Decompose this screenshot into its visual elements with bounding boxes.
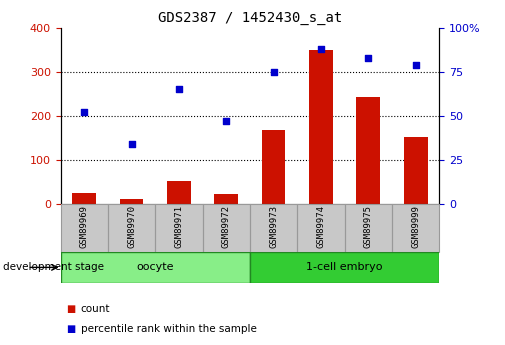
Bar: [61, 252, 250, 283]
Bar: [108, 204, 156, 252]
Text: 1-cell embryo: 1-cell embryo: [307, 263, 383, 272]
Text: GSM89972: GSM89972: [222, 205, 231, 248]
Text: ■: ■: [66, 304, 75, 314]
Bar: [345, 204, 392, 252]
Bar: [203, 204, 250, 252]
Text: GSM89969: GSM89969: [80, 205, 89, 248]
Bar: [404, 137, 428, 204]
Text: GSM89971: GSM89971: [174, 205, 183, 248]
Bar: [72, 193, 96, 204]
Text: GSM89975: GSM89975: [364, 205, 373, 248]
Point: [175, 86, 183, 92]
Text: count: count: [81, 304, 110, 314]
Point: [222, 118, 230, 124]
Bar: [357, 97, 380, 204]
Bar: [215, 194, 238, 204]
Bar: [167, 181, 191, 204]
Bar: [120, 199, 143, 204]
Bar: [250, 252, 439, 283]
Point: [128, 141, 136, 147]
Text: GSM89973: GSM89973: [269, 205, 278, 248]
Point: [412, 62, 420, 67]
Text: percentile rank within the sample: percentile rank within the sample: [81, 325, 257, 334]
Text: ■: ■: [66, 325, 75, 334]
Point: [317, 46, 325, 51]
Point: [270, 69, 278, 75]
Title: GDS2387 / 1452430_s_at: GDS2387 / 1452430_s_at: [158, 11, 342, 25]
Text: GSM89974: GSM89974: [317, 205, 326, 248]
Bar: [156, 204, 203, 252]
Bar: [250, 204, 297, 252]
Bar: [309, 50, 333, 204]
Text: development stage: development stage: [3, 263, 104, 272]
Bar: [297, 204, 345, 252]
Text: oocyte: oocyte: [136, 263, 174, 272]
Bar: [392, 204, 439, 252]
Text: GSM89970: GSM89970: [127, 205, 136, 248]
Point: [80, 109, 88, 115]
Bar: [262, 130, 285, 204]
Text: GSM89999: GSM89999: [411, 205, 420, 248]
Point: [364, 55, 372, 60]
Bar: [61, 204, 108, 252]
